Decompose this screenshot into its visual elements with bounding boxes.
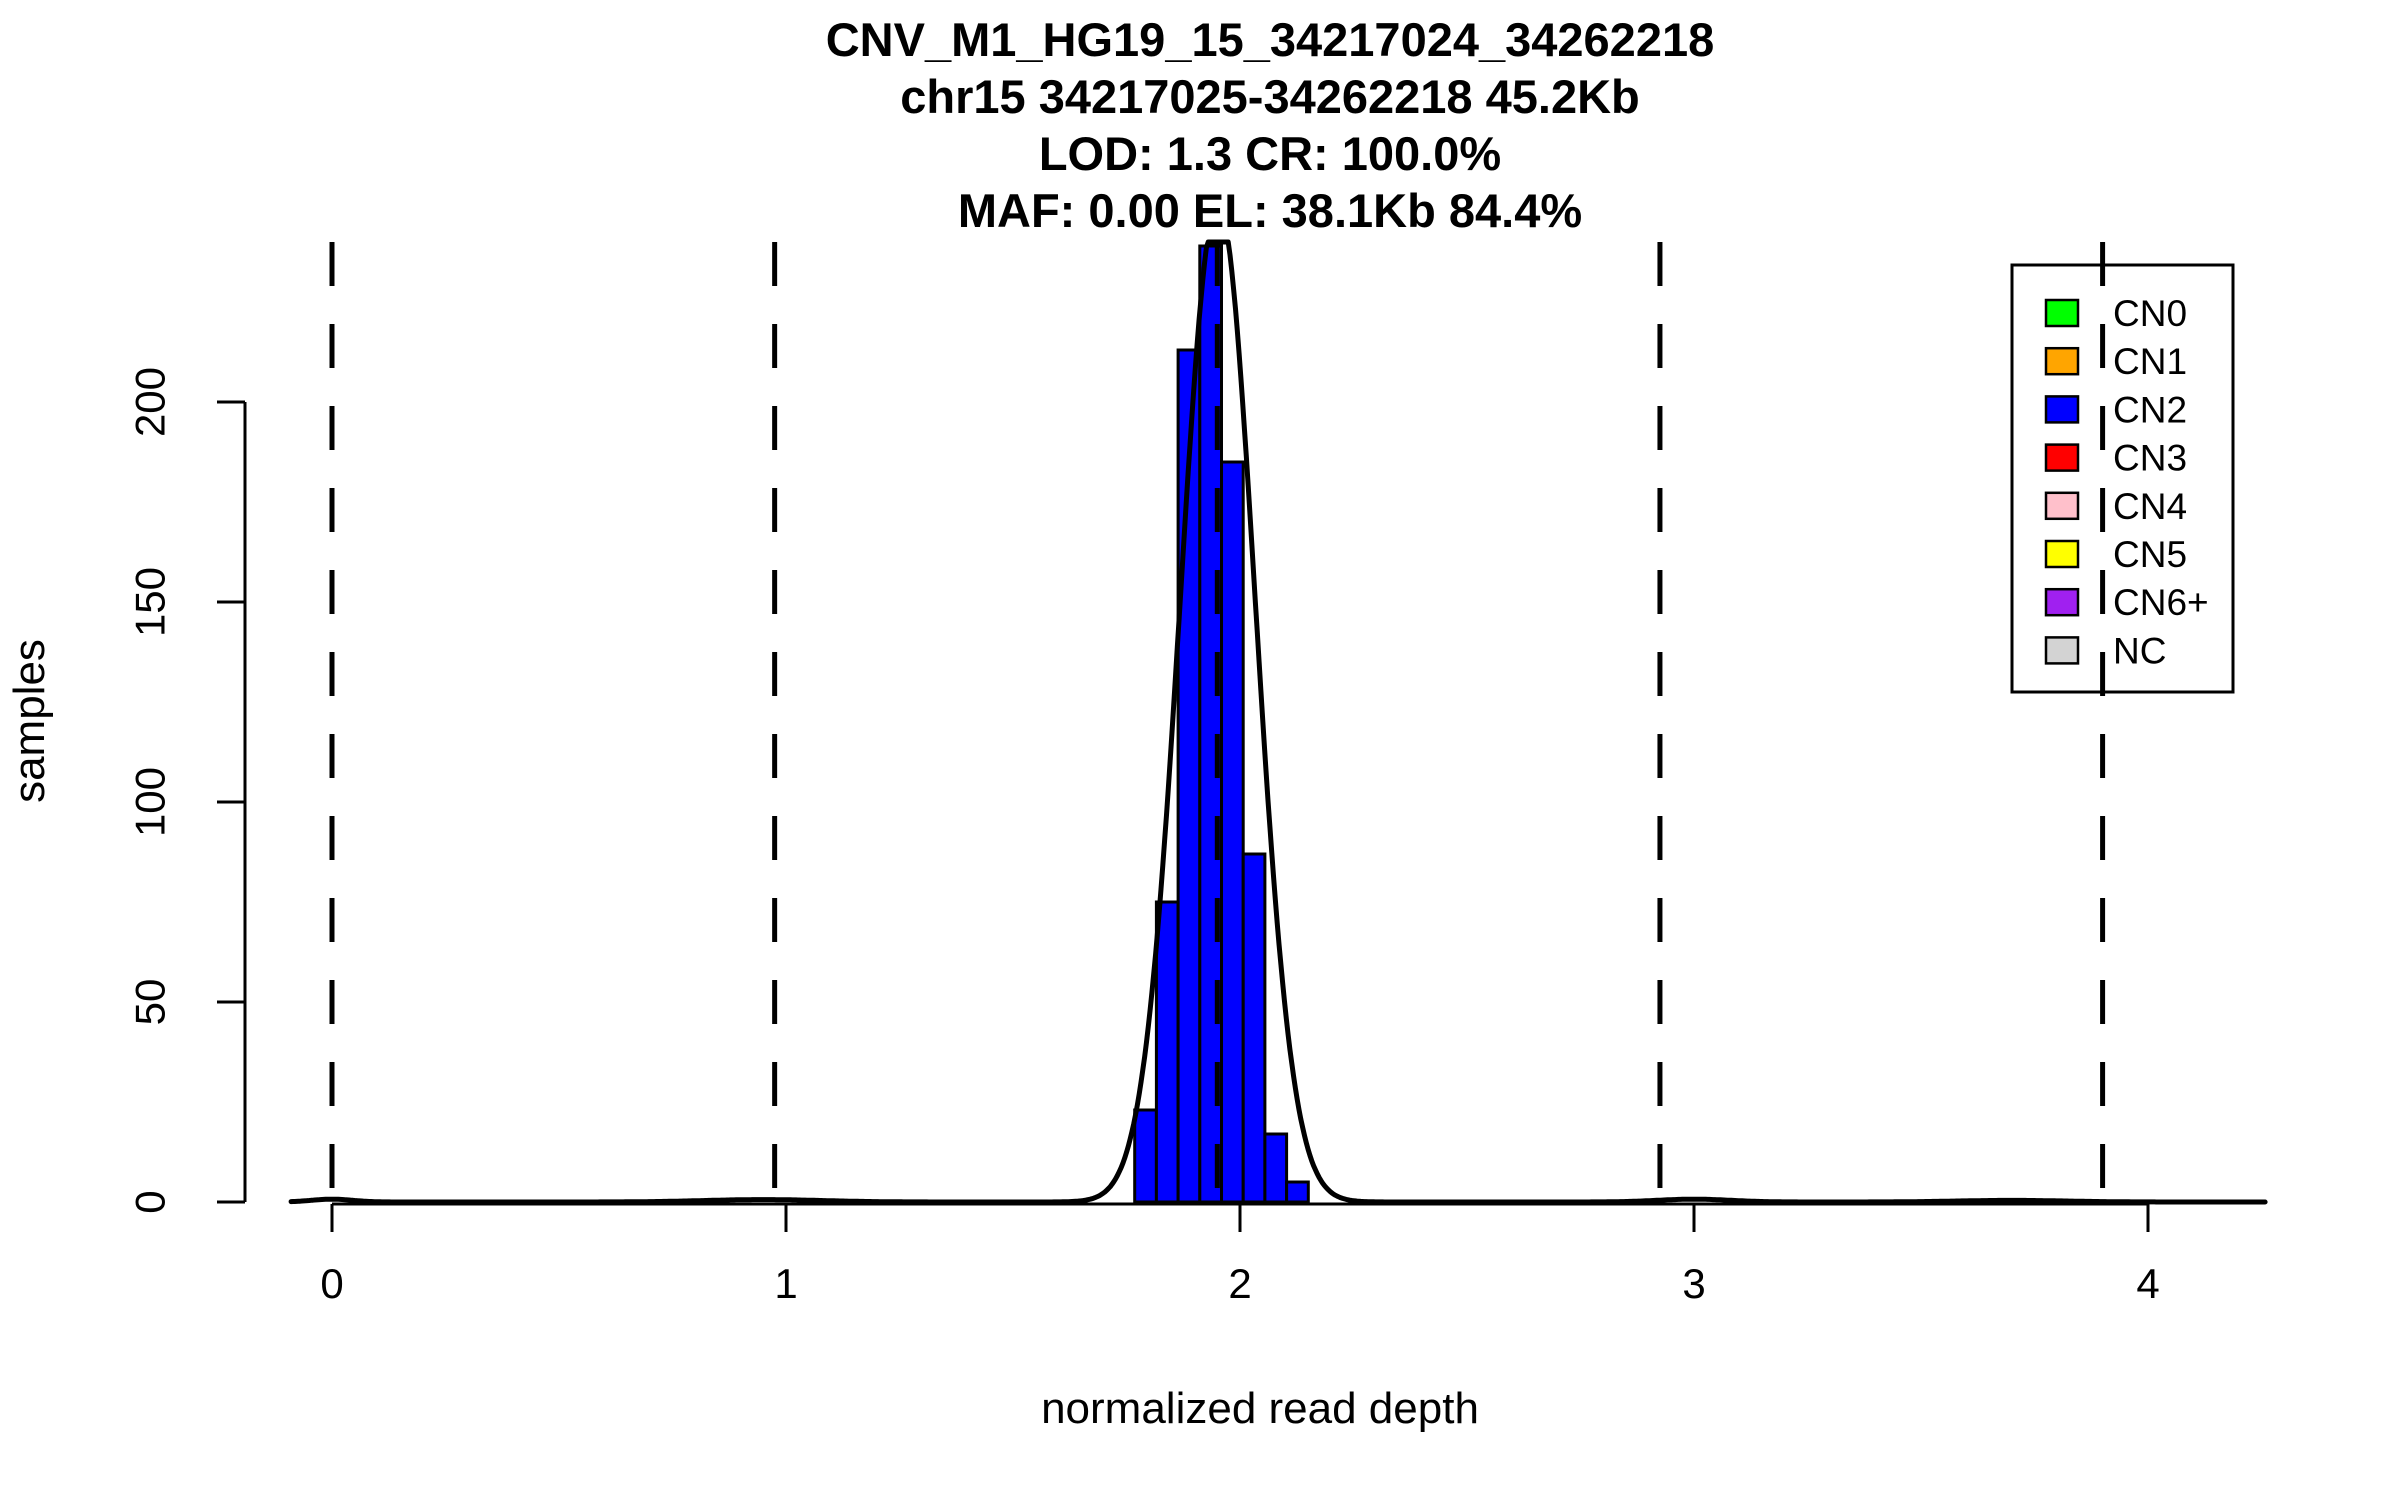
y-tick-label: 0 xyxy=(127,1190,174,1213)
y-tick-label: 200 xyxy=(127,367,174,437)
legend-swatch-cn3 xyxy=(2044,443,2080,472)
legend-label-cn2: CN2 xyxy=(2113,389,2187,430)
legend: CN0 CN1 CN2 CN3 CN4 CN5 CN6+ NC xyxy=(2010,263,2235,694)
histogram-bar xyxy=(1198,244,1224,1204)
x-tick-label: 4 xyxy=(2136,1260,2159,1307)
plot-title-line-2: chr15 34217025-34262218 45.2Kb xyxy=(900,70,1640,123)
legend-label-cn6plus: CN6+ xyxy=(2113,582,2209,623)
y-axis: 0 50 100 150 200 xyxy=(127,367,247,1214)
x-axis-title: normalized read depth xyxy=(1041,1384,1479,1433)
density-curve xyxy=(288,239,2268,1205)
histogram-bars xyxy=(1133,244,1310,1204)
legend-swatch-cn1 xyxy=(2044,346,2080,376)
plot-title-line-4: MAF: 0.00 EL: 38.1Kb 84.4% xyxy=(958,184,1582,237)
legend-label-cn4: CN4 xyxy=(2113,486,2187,527)
legend-swatch-cn2 xyxy=(2044,395,2080,424)
histogram-bar xyxy=(1263,1132,1289,1204)
histogram-bar xyxy=(1154,900,1180,1204)
x-tick-label: 1 xyxy=(774,1260,797,1307)
histogram-bar xyxy=(1220,460,1245,1204)
legend-label-nc: NC xyxy=(2113,630,2166,671)
x-axis: 0 1 2 3 4 xyxy=(320,1202,2160,1307)
histogram-bar xyxy=(1133,1108,1158,1204)
legend-label-cn0: CN0 xyxy=(2113,293,2187,334)
y-tick-label: 150 xyxy=(127,567,174,637)
plot-title-line-1: CNV_M1_HG19_15_34217024_34262218 xyxy=(826,13,1715,66)
legend-swatch-cn4 xyxy=(2044,491,2080,521)
x-tick-label: 3 xyxy=(1682,1260,1705,1307)
legend-label-cn1: CN1 xyxy=(2113,341,2187,382)
x-tick-label: 2 xyxy=(1228,1260,1251,1307)
legend-swatch-cn5 xyxy=(2044,539,2080,569)
density-curve-path xyxy=(288,239,2268,1205)
legend-swatch-cn0 xyxy=(2044,298,2080,328)
y-tick-label: 50 xyxy=(127,979,174,1026)
histogram-bar xyxy=(1285,1180,1310,1204)
legend-swatch-nc xyxy=(2044,636,2080,665)
legend-label-cn3: CN3 xyxy=(2113,438,2187,479)
x-tick-label: 0 xyxy=(320,1260,343,1307)
legend-box xyxy=(2010,263,2235,694)
y-axis-title: samples xyxy=(5,639,54,803)
histogram-bar xyxy=(1241,852,1267,1204)
legend-swatch-cn6plus xyxy=(2044,587,2080,617)
y-tick-label: 100 xyxy=(127,767,174,837)
legend-label-cn5: CN5 xyxy=(2113,534,2187,575)
plot-title-line-3: LOD: 1.3 CR: 100.0% xyxy=(1039,127,1501,180)
